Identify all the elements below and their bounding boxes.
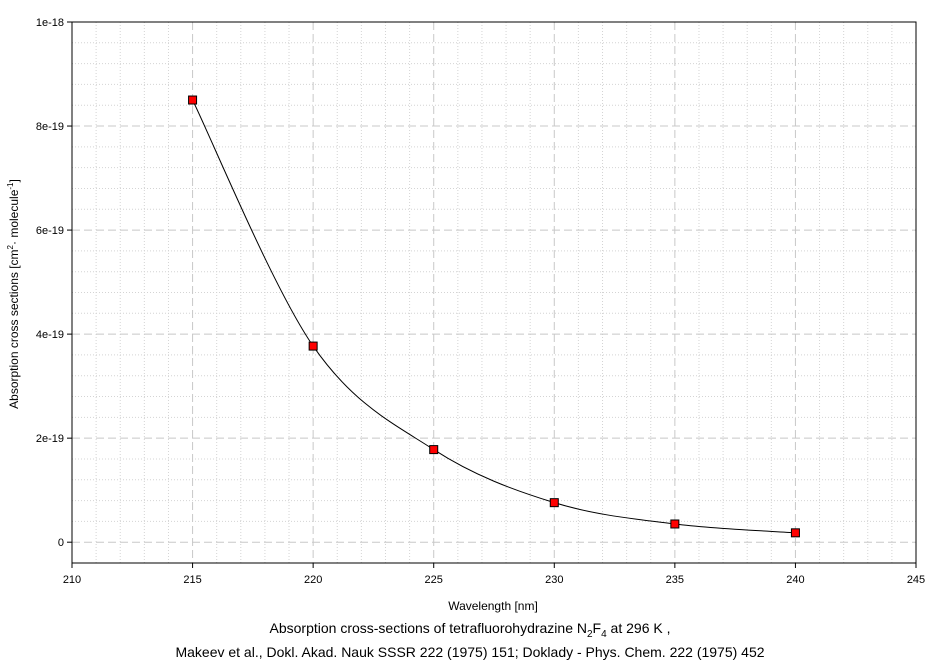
y-axis-title: Absorption cross sections [cm2· molecule… [6, 179, 21, 409]
data-markers [188, 95, 800, 538]
y-tick-label: 1e-18 [36, 17, 64, 29]
x-tick-label: 220 [304, 574, 322, 586]
minor-grid [72, 22, 916, 563]
plot-frame [71, 21, 917, 564]
caption-prefix: Absorption cross-sections of tetrafluoro… [269, 620, 587, 636]
y-tick-label: 2e-19 [36, 433, 64, 445]
y-axis-title-sup2: -1 [6, 182, 15, 190]
caption-suffix: at 296 K , [606, 620, 671, 636]
y-tick-label: 0 [58, 537, 64, 549]
chart-caption-line1: Absorption cross-sections of tetrafluoro… [0, 620, 940, 640]
major-grid [72, 22, 916, 563]
y-axis-title-sup1: 2 [6, 244, 15, 249]
x-tick-label: 245 [907, 574, 925, 586]
series-line [192, 99, 796, 534]
x-tick-label: 210 [63, 574, 81, 586]
y-axis-title-prefix: Absorption cross sections [cm [7, 249, 21, 408]
x-tick-label: 215 [183, 574, 201, 586]
y-axis-title-middle: molecule [7, 189, 21, 241]
y-axis-title-suffix: ] [7, 179, 21, 182]
data-point-marker [429, 445, 439, 455]
data-point-marker [790, 528, 800, 538]
y-tick-label: 4e-19 [36, 329, 64, 341]
caption-sub2: 4 [601, 628, 607, 640]
data-point-marker [670, 519, 680, 529]
y-tick-labels: 0 2e-19 4e-19 6e-19 8e-19 1e-18 [36, 17, 64, 549]
x-axis-title: Wavelength [nm] [448, 599, 538, 613]
axis-ticks [67, 21, 917, 568]
x-tick-labels: 210 215 220 225 230 235 240 245 [63, 574, 925, 586]
y-axis-title-dot: · [7, 241, 21, 245]
y-tick-label: 6e-19 [36, 225, 64, 237]
x-tick-label: 235 [666, 574, 684, 586]
data-point-marker [308, 341, 318, 351]
y-tick-label: 8e-19 [36, 121, 64, 133]
data-point-marker [188, 95, 198, 105]
x-tick-label: 230 [545, 574, 563, 586]
caption-sub1: 2 [586, 628, 593, 640]
x-tick-label: 240 [786, 574, 804, 586]
x-tick-label: 225 [425, 574, 443, 586]
caption-mid: F [592, 620, 602, 636]
chart-caption-line2: Makeev et al., Dokl. Akad. Nauk SSSR 222… [175, 644, 765, 660]
data-point-marker [549, 498, 559, 508]
